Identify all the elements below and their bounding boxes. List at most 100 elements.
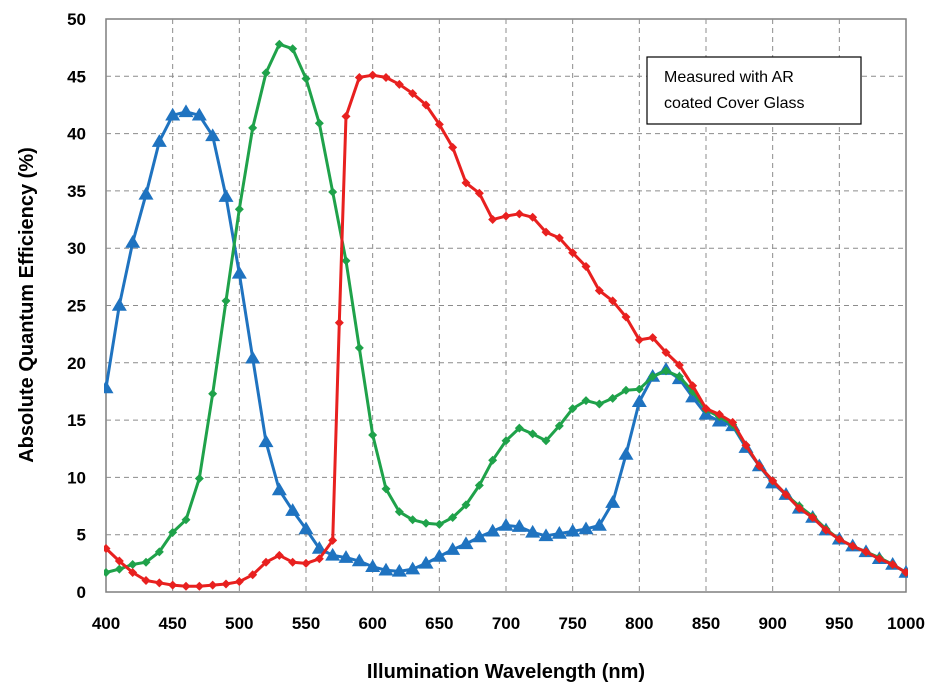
data-point [874, 554, 884, 564]
data-point [565, 523, 581, 537]
x-tick-label: 700 [492, 614, 520, 633]
data-point [391, 563, 407, 577]
data-point [381, 72, 391, 82]
data-point [274, 550, 284, 560]
x-tick-label: 1000 [887, 614, 925, 633]
data-point [461, 178, 471, 188]
annotation-box: Measured with AR coated Cover Glass [646, 56, 862, 125]
data-point [208, 580, 218, 590]
data-point [328, 187, 338, 197]
series-layer [104, 39, 908, 591]
data-point [248, 570, 258, 580]
data-point [445, 542, 461, 555]
data-point [421, 518, 431, 528]
data-point [125, 234, 141, 248]
data-point [141, 576, 151, 586]
data-point [111, 298, 127, 311]
data-point [605, 495, 621, 508]
x-tick-label: 650 [425, 614, 453, 633]
data-point [128, 568, 138, 578]
data-point [114, 564, 124, 574]
data-point [511, 519, 527, 532]
data-point [178, 104, 194, 118]
data-point [245, 350, 261, 364]
data-point [848, 541, 858, 551]
data-point [458, 536, 474, 550]
data-point [461, 500, 471, 510]
data-point [541, 227, 551, 237]
data-point [768, 476, 778, 486]
data-point [728, 417, 738, 427]
series-1 [104, 39, 908, 578]
x-tick-labels: 400 450 500 550 600 650 700 750 800 850 900 950 1000 [92, 614, 925, 633]
data-point [354, 72, 364, 82]
data-point [368, 70, 378, 80]
data-point [168, 580, 178, 590]
data-point [314, 554, 324, 564]
y-tick-label: 20 [67, 354, 86, 373]
data-point [418, 555, 434, 569]
data-point [674, 360, 684, 370]
data-point [501, 211, 511, 221]
y-tick-label: 35 [67, 182, 86, 201]
data-point [685, 389, 701, 403]
x-tick-label: 800 [625, 614, 653, 633]
data-point [261, 557, 271, 567]
data-point [578, 521, 594, 535]
data-point [568, 404, 578, 414]
data-point [554, 233, 564, 243]
data-point [141, 557, 151, 567]
data-point [221, 579, 231, 589]
y-tick-label: 15 [67, 411, 86, 430]
data-point [541, 436, 551, 446]
data-point [104, 380, 114, 394]
data-point [448, 513, 458, 523]
data-point [394, 507, 404, 517]
data-point [498, 518, 514, 531]
data-point [528, 212, 538, 222]
data-point [888, 559, 898, 569]
data-point [128, 559, 138, 569]
data-point [581, 262, 591, 272]
data-point [104, 568, 111, 578]
data-point [538, 528, 554, 542]
y-tick-label: 45 [67, 67, 86, 86]
data-point [261, 68, 271, 78]
data-point [168, 527, 178, 537]
data-point [608, 393, 618, 403]
data-point [834, 534, 844, 544]
x-tick-label: 600 [358, 614, 386, 633]
x-tick-label: 950 [825, 614, 853, 633]
data-point [568, 248, 578, 258]
x-tick-label: 550 [292, 614, 320, 633]
data-point [434, 119, 444, 129]
data-point [341, 111, 351, 121]
data-point [154, 547, 164, 557]
x-tick-label: 500 [225, 614, 253, 633]
data-point [741, 440, 751, 450]
y-tick-label: 30 [67, 239, 86, 258]
annotation-line-1: Measured with AR [664, 69, 794, 86]
data-point [271, 482, 287, 496]
data-point [688, 381, 698, 391]
data-point [554, 421, 564, 431]
x-tick-label: 850 [692, 614, 720, 633]
data-point [314, 118, 324, 128]
data-point [334, 318, 344, 328]
data-point [394, 79, 404, 89]
x-tick-label: 450 [158, 614, 186, 633]
annotation-line-2: coated Cover Glass [664, 95, 805, 112]
data-point [231, 265, 247, 279]
data-point [328, 535, 338, 545]
data-point [661, 366, 671, 376]
data-point [754, 461, 764, 471]
data-point [351, 553, 367, 567]
x-tick-label: 900 [758, 614, 786, 633]
data-point [714, 409, 724, 419]
data-point [488, 215, 498, 225]
data-point [368, 430, 378, 440]
data-point [594, 399, 604, 409]
data-point [408, 515, 418, 525]
data-point [594, 286, 604, 296]
data-point [528, 429, 538, 439]
